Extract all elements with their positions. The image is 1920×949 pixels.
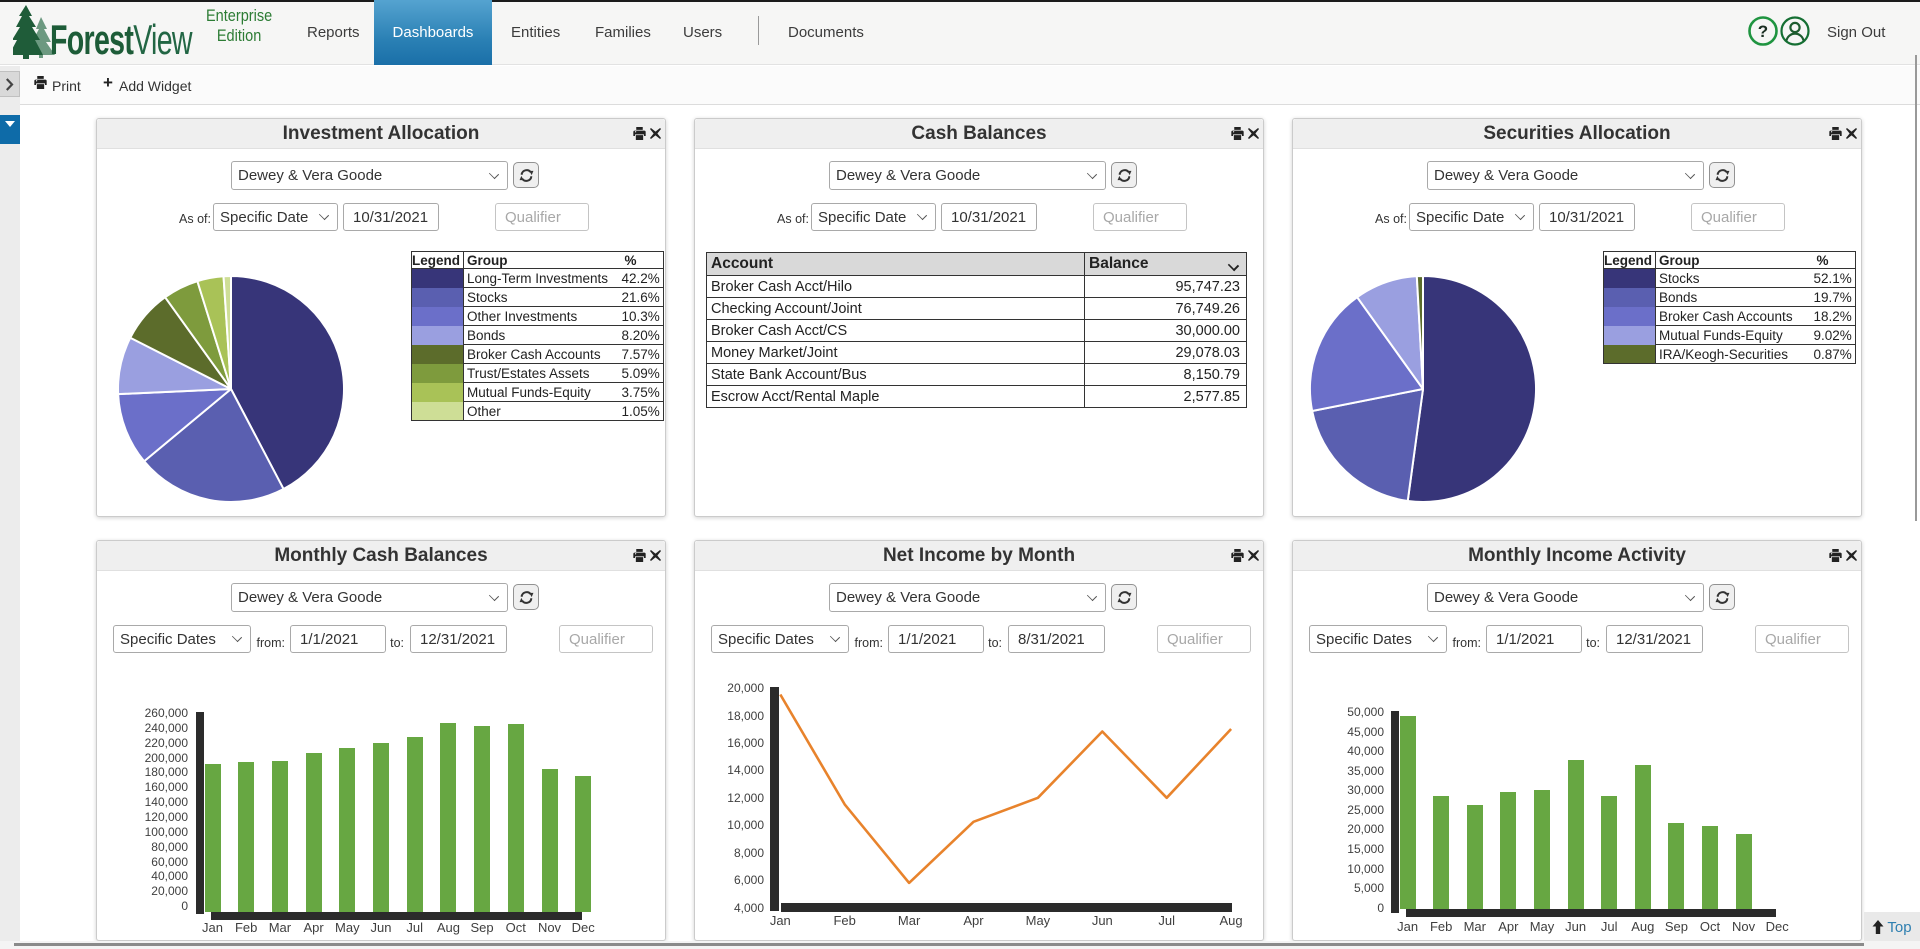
svg-text:?: ? [1758,22,1768,41]
